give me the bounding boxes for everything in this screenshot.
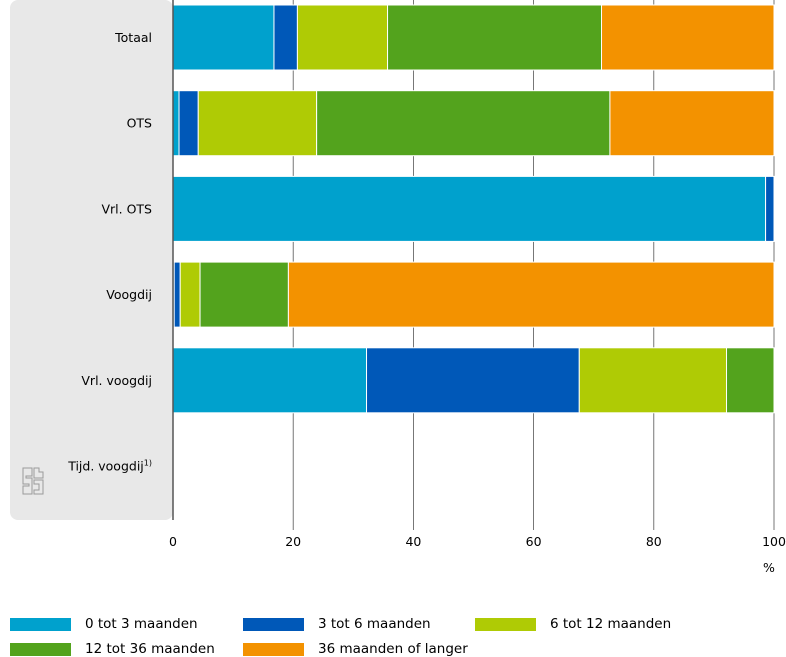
legend-swatch — [10, 617, 71, 631]
legend-item: 12 tot 36 maanden — [10, 641, 215, 657]
bar-segment — [316, 90, 611, 157]
bar-segment — [172, 347, 368, 414]
bar-segment — [172, 4, 275, 71]
bar-segment — [197, 90, 318, 157]
bar-segment — [178, 90, 199, 157]
legend-swatch — [243, 642, 304, 656]
bar-segment — [726, 347, 775, 414]
bar-segment — [609, 90, 775, 157]
tick-labels: 0 20 40 60 80 100 — [169, 534, 786, 549]
legend-item: 36 maanden of langer — [243, 641, 468, 657]
stacked-bar-chart: Totaal OTS Vrl. OTS Voogdij Vrl. voogdij Tijd… — [10, 0, 786, 575]
tick-label: 20 — [285, 534, 301, 549]
bar-segment — [765, 175, 775, 242]
tick-label: 100 — [762, 534, 786, 549]
tick-label: 80 — [646, 534, 662, 549]
bar-segment — [273, 4, 298, 71]
legend-swatch — [10, 642, 71, 656]
category-panel — [10, 0, 173, 520]
legend-label: 6 tot 12 maanden — [550, 616, 672, 632]
category-label: Tijd. voogdij1) — [67, 459, 152, 474]
bar-segment — [387, 4, 603, 71]
legend-swatch — [243, 617, 304, 631]
legend-swatch — [475, 617, 536, 631]
tick-label: 60 — [526, 534, 542, 549]
bar-segment — [179, 261, 201, 328]
category-label: Vrl. voogdij — [81, 373, 152, 388]
legend-item: 3 tot 6 maanden — [243, 616, 431, 632]
category-label: Totaal — [114, 30, 152, 45]
legend-label: 3 tot 6 maanden — [318, 616, 431, 632]
bar-segment — [199, 261, 289, 328]
legend-label: 0 tot 3 maanden — [85, 616, 198, 632]
category-label: Voogdij — [106, 287, 152, 302]
category-label: OTS — [127, 116, 152, 131]
bar-segment — [173, 261, 181, 328]
category-footnote: 1) — [144, 459, 152, 468]
legend-label: 36 maanden of langer — [318, 641, 468, 657]
tick-label: 40 — [405, 534, 421, 549]
x-unit-label: % — [763, 560, 775, 575]
bar-segment — [601, 4, 775, 71]
bar-segment — [296, 4, 389, 71]
bars — [172, 4, 775, 414]
legend-label: 12 tot 36 maanden — [85, 641, 215, 657]
bar-segment — [172, 175, 767, 242]
bar-segment — [578, 347, 728, 414]
legend: 0 tot 3 maanden 3 tot 6 maanden 6 tot 12 m… — [0, 616, 786, 657]
legend-item: 6 tot 12 maanden — [475, 616, 671, 632]
bar-segment — [366, 347, 580, 414]
category-labels: Totaal OTS Vrl. OTS Voogdij Vrl. voogdij Tijd… — [67, 30, 152, 474]
legend-item: 0 tot 3 maanden — [10, 616, 198, 632]
bar-segment — [172, 90, 180, 157]
bar-segment — [287, 261, 775, 328]
tick-label: 0 — [169, 534, 177, 549]
cbs-logo — [22, 467, 44, 495]
category-label: Vrl. OTS — [101, 201, 152, 216]
